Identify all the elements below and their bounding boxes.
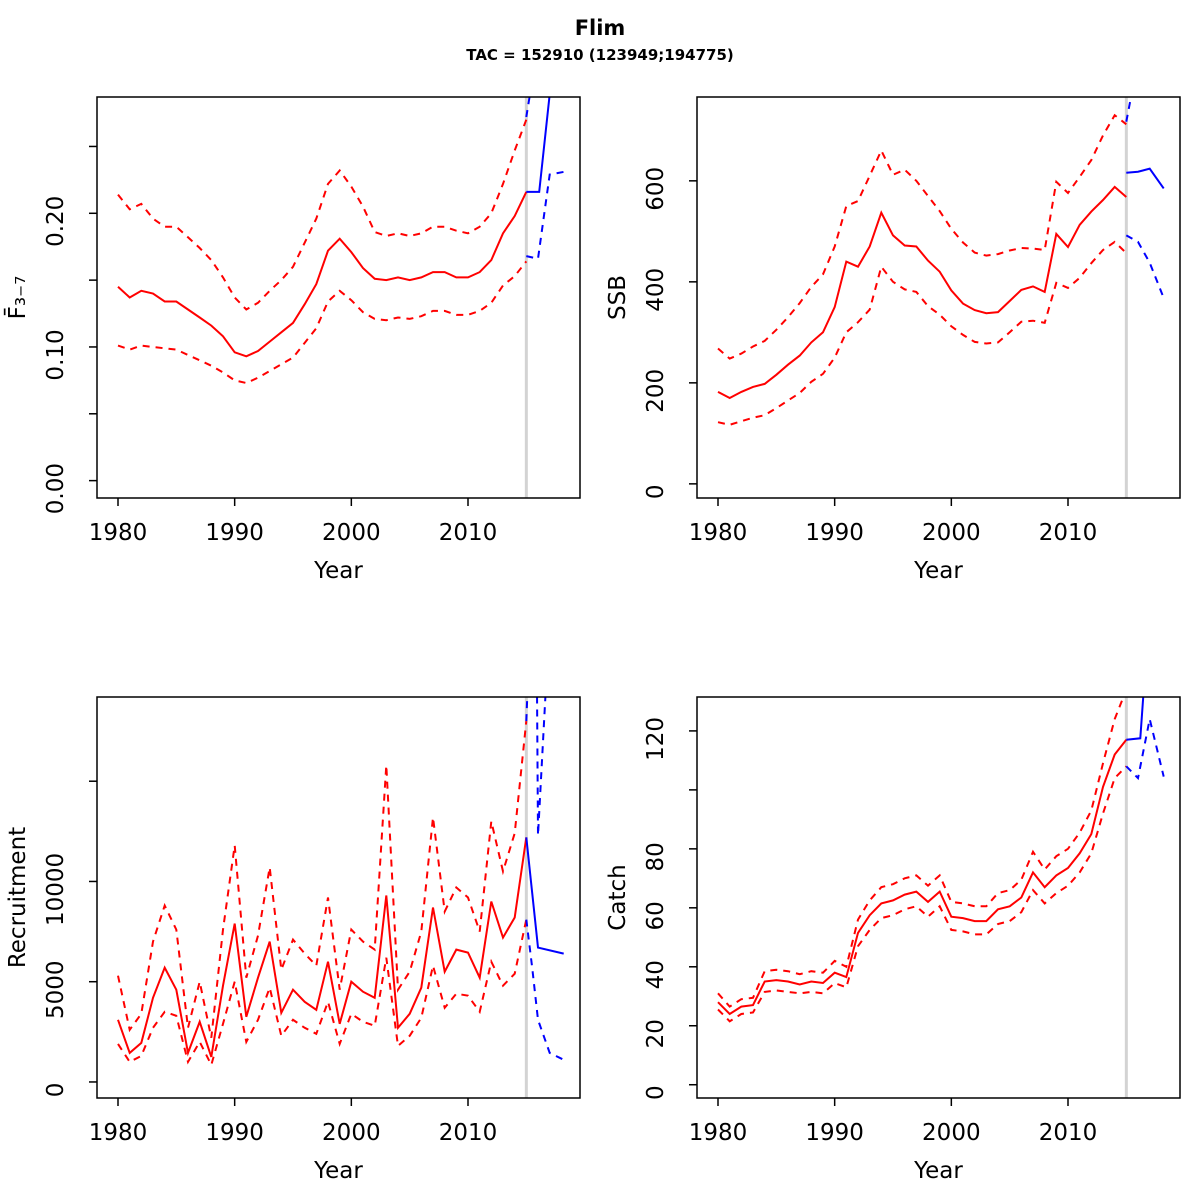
ssb-plot-area bbox=[717, 97, 1165, 498]
catch-forecast-hi-line bbox=[1126, 648, 1131, 689]
recruitment-history-median-line bbox=[117, 837, 528, 1058]
x-tick-label: 1990 bbox=[205, 520, 264, 546]
x-tick-label: 1990 bbox=[205, 1120, 264, 1146]
catch-y-axis-title: Catch bbox=[605, 864, 631, 930]
x-tick-label: 2010 bbox=[439, 520, 498, 546]
fbar-history-median-line bbox=[117, 191, 528, 358]
panel-catch: 1980 1990 2000 2010 0 20 40 60 80 120 Year Catch bbox=[605, 648, 1181, 1184]
y-tick-label: 120 bbox=[643, 717, 669, 761]
catch-plot-box bbox=[696, 696, 1181, 1099]
fbar-x-axis-title: Year bbox=[313, 558, 363, 584]
y-tick-label: 0 bbox=[643, 485, 669, 500]
recruitment-forecast-hi-line bbox=[525, 697, 547, 836]
sub-title: TAC = 152910 (123949;194775) bbox=[466, 46, 734, 64]
ssb-history-lo-line bbox=[717, 240, 1127, 426]
y-tick-label: 10000 bbox=[43, 853, 69, 926]
x-tick-label: 2000 bbox=[922, 1120, 981, 1146]
y-tick-label: 0.10 bbox=[43, 329, 69, 380]
recruitment-y-axis-title: Recruitment bbox=[5, 827, 31, 968]
ssb-forecast-lo-line bbox=[1125, 234, 1165, 299]
y-tick-label: 0 bbox=[643, 1085, 669, 1100]
catch-forecast-lo-line bbox=[1125, 718, 1165, 781]
ssb-x-axis-title: Year bbox=[913, 558, 963, 584]
ssb-plot-box bbox=[696, 96, 1181, 499]
x-tick-label: 1980 bbox=[89, 1120, 148, 1146]
y-tick-label: 200 bbox=[643, 369, 669, 413]
fbar-plot-box bbox=[96, 96, 581, 499]
fbar-plot-area bbox=[117, 97, 564, 498]
recruitment-history-lo-line bbox=[117, 919, 528, 1068]
ssb-y-axis-title: SSB bbox=[605, 275, 631, 320]
catch-forecast-median-line bbox=[1126, 697, 1145, 741]
y-tick-label: 400 bbox=[643, 268, 669, 312]
fbar-y-axis-title: F̄₃₋₇ bbox=[3, 276, 31, 320]
panel-recruitment: 1980 1990 2000 2010 0 5000 10000 Year Recruitmen… bbox=[5, 696, 581, 1184]
ssb-forecast-median-line bbox=[1126, 167, 1165, 189]
ssb-history-median-line bbox=[717, 185, 1127, 400]
x-tick-label: 2000 bbox=[322, 1120, 381, 1146]
x-tick-label: 2010 bbox=[439, 1120, 498, 1146]
ssb-history-hi-line bbox=[717, 113, 1127, 360]
x-tick-label: 2010 bbox=[1039, 520, 1098, 546]
catch-history-hi-line bbox=[717, 697, 1125, 1008]
x-tick-label: 1990 bbox=[805, 1120, 864, 1146]
y-tick-label: 20 bbox=[643, 1019, 669, 1048]
x-tick-label: 2000 bbox=[322, 520, 381, 546]
y-tick-label: 5000 bbox=[43, 960, 69, 1019]
recruitment-plot-area bbox=[117, 697, 567, 1098]
x-tick-label: 2000 bbox=[922, 520, 981, 546]
fbar-history-lo-line bbox=[117, 260, 528, 385]
catch-plot-area bbox=[717, 648, 1165, 1098]
x-tick-label: 2010 bbox=[1039, 1120, 1098, 1146]
fbar-forecast-median-line bbox=[526, 97, 551, 193]
y-tick-label: 0 bbox=[43, 1083, 69, 1098]
recruitment-history-hi-line bbox=[117, 720, 528, 1039]
recruitment-plot-box bbox=[96, 696, 581, 1099]
x-tick-label: 1990 bbox=[805, 520, 864, 546]
y-tick-label: 0.20 bbox=[43, 196, 69, 247]
panel-fbar: 1980 1990 2000 2010 0.00 0.10 0.20 Year F̄₃₋₇ bbox=[3, 96, 581, 584]
y-tick-label: 60 bbox=[643, 901, 669, 930]
main-title: Flim bbox=[574, 16, 626, 40]
y-tick-label: 600 bbox=[643, 167, 669, 211]
x-tick-label: 1980 bbox=[689, 1120, 748, 1146]
y-tick-label: 0.00 bbox=[43, 463, 69, 514]
y-tick-label: 80 bbox=[643, 842, 669, 871]
catch-history-lo-line bbox=[717, 765, 1128, 1023]
catch-x-axis-title: Year bbox=[913, 1158, 963, 1184]
panel-ssb: 1980 1990 2000 2010 0 200 400 600 Year SSB bbox=[605, 96, 1181, 584]
y-tick-label: 40 bbox=[643, 960, 669, 989]
ssb-forecast-hi-line bbox=[1125, 97, 1133, 122]
recruitment-x-axis-title: Year bbox=[313, 1158, 363, 1184]
catch-history-median-line bbox=[717, 739, 1128, 1016]
recruitment-forecast-lo-line bbox=[525, 919, 567, 1062]
fbar-history-hi-line bbox=[117, 119, 528, 311]
x-tick-label: 1980 bbox=[689, 520, 748, 546]
x-tick-label: 1980 bbox=[89, 520, 148, 546]
recruitment-forecast-median-line bbox=[525, 837, 564, 955]
fbar-forecast-lo-line bbox=[526, 170, 564, 260]
